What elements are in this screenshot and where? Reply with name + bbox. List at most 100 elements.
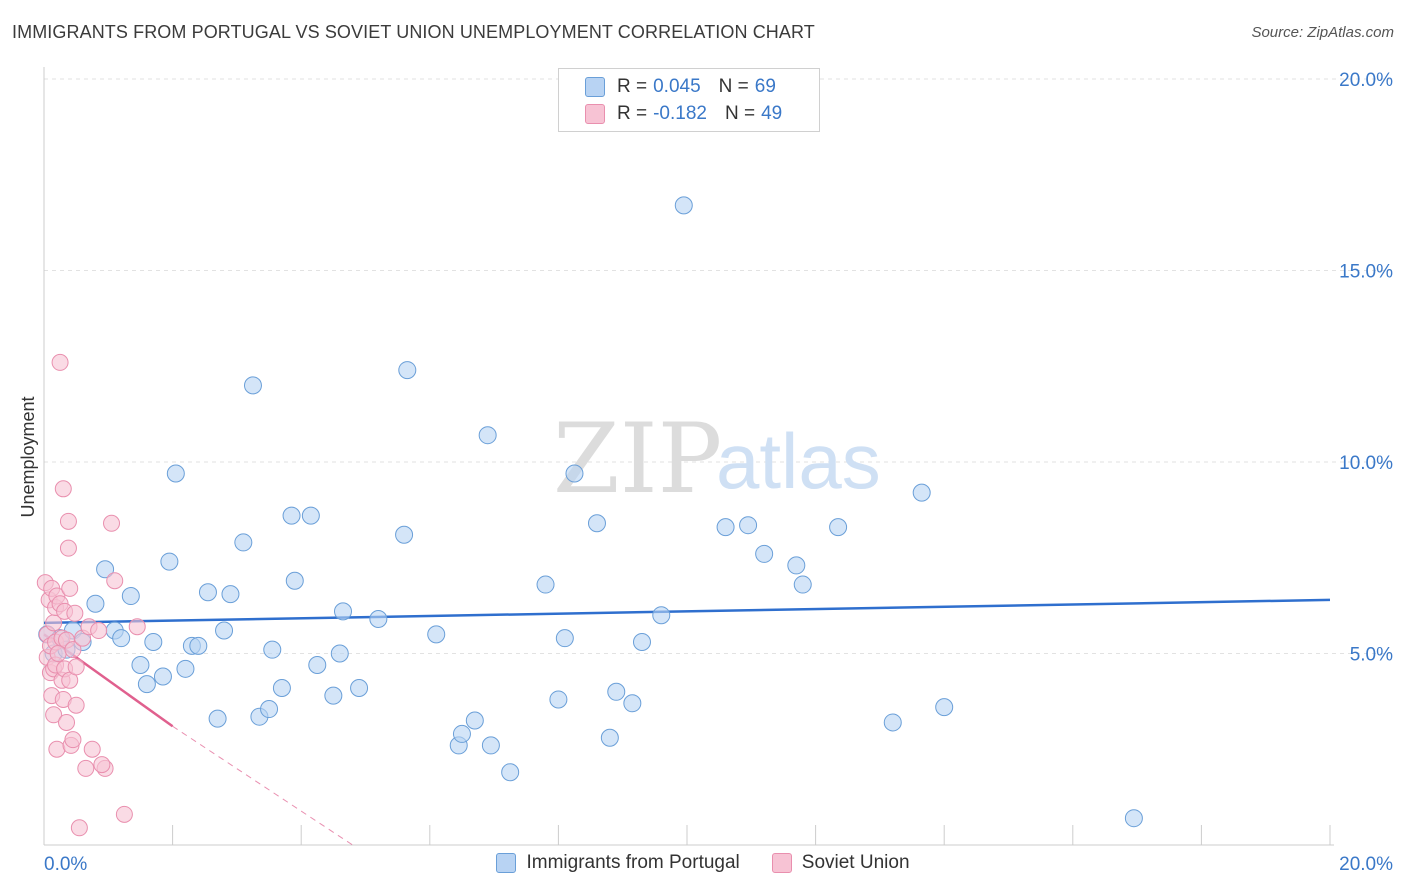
data-point-portugal — [176, 659, 195, 678]
data-point-portugal — [121, 587, 140, 606]
data-point-soviet — [128, 618, 146, 636]
data-point-portugal — [144, 633, 163, 652]
data-point-portugal — [243, 376, 262, 395]
data-point-soviet — [67, 658, 85, 676]
data-point-portugal — [350, 678, 369, 697]
legend-item-soviet[interactable]: Soviet Union — [771, 852, 910, 874]
legend-swatch-pink — [585, 104, 605, 124]
data-point-portugal — [674, 196, 693, 215]
data-point-portugal — [333, 602, 352, 621]
data-point-portugal — [166, 464, 185, 483]
data-point-portugal — [555, 629, 574, 648]
data-point-portugal — [131, 655, 150, 674]
data-point-portugal — [263, 640, 282, 659]
data-point-soviet — [51, 353, 69, 371]
data-point-portugal — [153, 667, 172, 686]
data-point-portugal — [587, 514, 606, 533]
data-point-portugal — [755, 544, 774, 563]
legend-n-value: 69 — [754, 76, 776, 97]
data-point-portugal — [208, 709, 227, 728]
data-point-portugal — [301, 506, 320, 525]
data-point-soviet — [58, 713, 76, 731]
data-point-portugal — [272, 678, 291, 697]
y-tick-label: 10.0% — [1339, 453, 1393, 474]
data-point-soviet — [83, 740, 101, 758]
legend-row-soviet: R = -0.182 N = 49 — [585, 101, 782, 127]
data-point-portugal — [137, 675, 156, 694]
y-tick-label: 15.0% — [1339, 262, 1393, 283]
legend-r-value: 0.045 — [653, 76, 701, 97]
legend-swatch-pink — [771, 853, 792, 873]
data-point-portugal — [1124, 809, 1143, 828]
y-tick-label: 20.0% — [1339, 70, 1393, 91]
data-point-portugal — [324, 686, 343, 705]
chart-title: IMMIGRANTS FROM PORTUGAL VS SOVIET UNION… — [12, 22, 815, 42]
data-point-portugal — [829, 518, 848, 537]
trend-lines — [43, 598, 1331, 846]
data-point-portugal — [549, 690, 568, 709]
data-point-soviet — [93, 756, 111, 774]
legend-r-value: -0.182 — [653, 103, 707, 124]
data-point-portugal — [465, 711, 484, 730]
data-point-portugal — [369, 610, 388, 629]
data-point-portugal — [330, 644, 349, 663]
data-point-portugal — [607, 682, 626, 701]
data-point-soviet — [106, 572, 124, 590]
axes — [43, 67, 1334, 846]
data-point-portugal — [739, 516, 758, 535]
data-point-portugal — [793, 575, 812, 594]
legend-item-label: Soviet Union — [801, 852, 910, 873]
legend-r-label: R = — [617, 103, 648, 124]
watermark-atlas: atlas — [716, 417, 881, 505]
data-point-portugal — [398, 361, 417, 380]
data-point-portugal — [86, 594, 105, 613]
data-point-soviet — [59, 539, 77, 557]
data-point-portugal — [260, 700, 279, 719]
data-point-soviet — [64, 641, 82, 659]
data-point-portugal — [481, 736, 500, 755]
data-point-soviet — [67, 696, 85, 714]
watermark-zip: ZIP — [553, 403, 722, 515]
data-point-portugal — [536, 575, 555, 594]
data-point-portugal — [112, 629, 131, 648]
trend-line-soviet-extension — [172, 725, 353, 846]
data-point-portugal — [501, 763, 520, 782]
legend-r-label: R = — [617, 76, 648, 97]
data-point-portugal — [285, 571, 304, 590]
data-point-portugal — [912, 483, 931, 502]
y-tick-label: 5.0% — [1350, 645, 1393, 666]
data-point-portugal — [234, 533, 253, 552]
data-point-portugal — [215, 621, 234, 640]
data-point-portugal — [478, 426, 497, 445]
x-tick-label: 20.0% — [1339, 854, 1393, 875]
data-point-portugal — [716, 518, 735, 537]
series-soviet-points — [36, 353, 146, 837]
data-point-soviet — [59, 512, 77, 530]
data-point-soviet — [45, 706, 63, 724]
legend-row-portugal: R = 0.045 N = 69 — [585, 74, 776, 100]
data-point-portugal — [935, 698, 954, 717]
data-point-soviet — [66, 604, 84, 622]
x-tick-label: 0.0% — [44, 854, 87, 875]
legend-swatch-blue — [496, 853, 517, 873]
stats-legend: R = 0.045 N = 69 R = -0.182 N = 49 — [558, 68, 820, 132]
legend-item-label: Immigrants from Portugal — [526, 852, 740, 873]
data-point-portugal — [623, 694, 642, 713]
data-point-portugal — [565, 464, 584, 483]
data-point-portugal — [652, 606, 671, 625]
data-point-soviet — [70, 819, 88, 837]
data-point-portugal — [221, 585, 240, 604]
data-point-portugal — [600, 728, 619, 747]
data-point-portugal — [883, 713, 902, 732]
legend-n-value: 49 — [761, 103, 783, 124]
data-point-soviet — [103, 514, 121, 532]
watermark: ZIP atlas — [553, 403, 881, 515]
data-point-soviet — [77, 759, 95, 777]
legend-swatch-blue — [585, 77, 605, 97]
data-point-portugal — [189, 636, 208, 655]
data-point-portugal — [198, 583, 217, 602]
legend-n-label: N = — [724, 103, 756, 124]
data-point-portugal — [452, 724, 471, 743]
legend-item-portugal[interactable]: Immigrants from Portugal — [496, 852, 740, 874]
